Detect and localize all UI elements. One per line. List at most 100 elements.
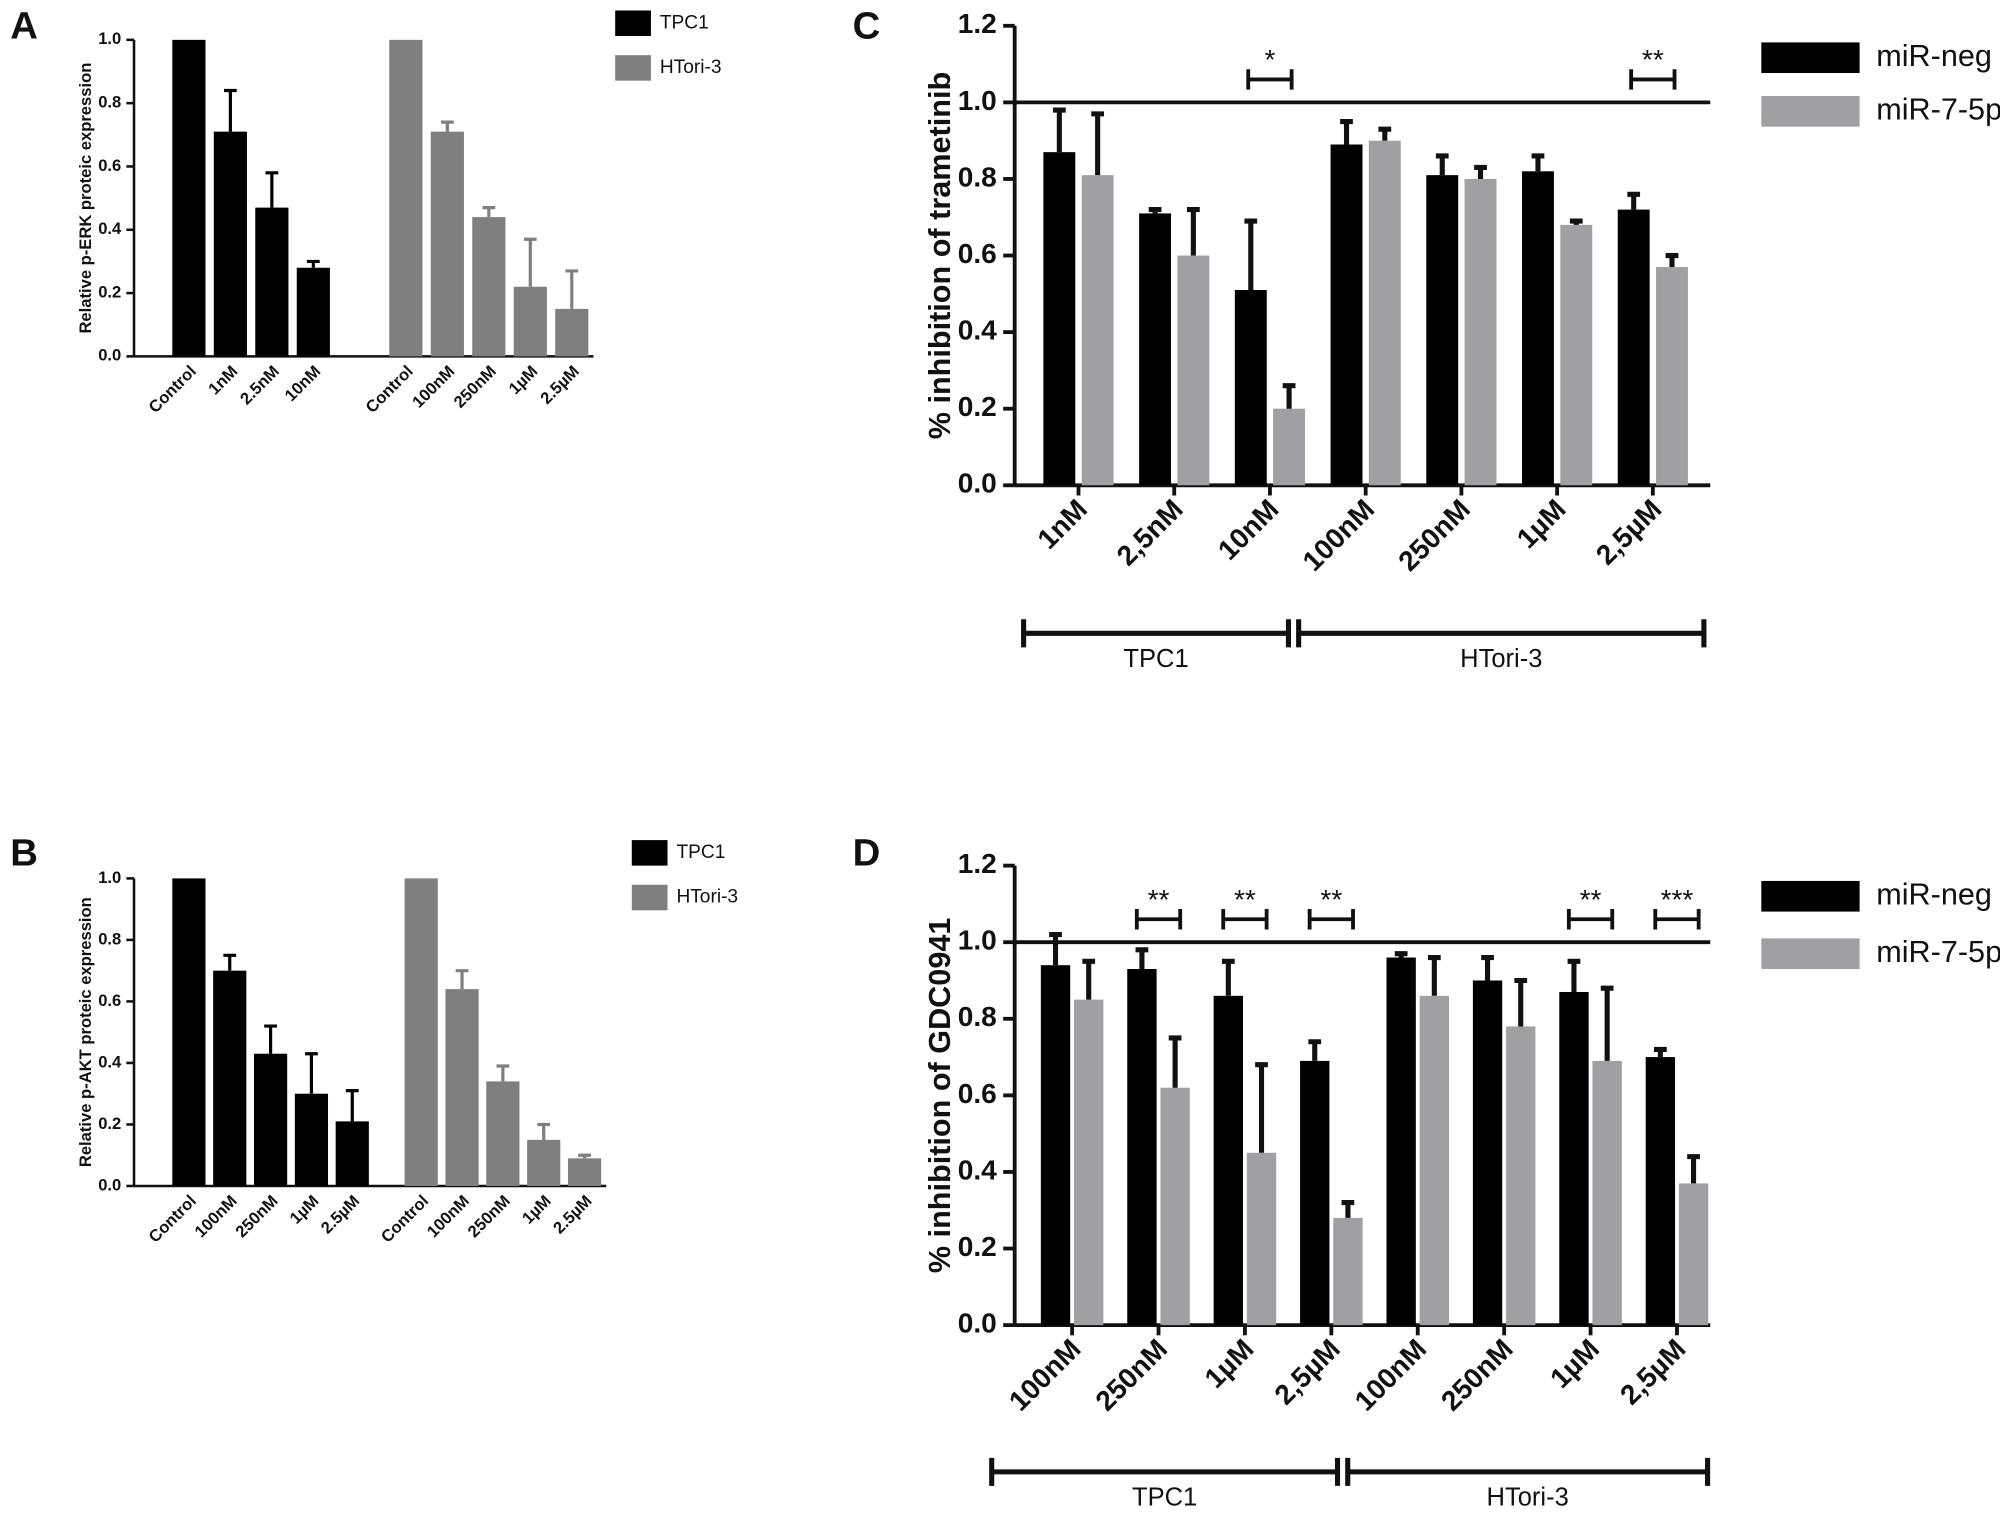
bar [445, 989, 479, 1186]
x-tick-label: 1µM [1544, 1333, 1605, 1394]
error-bar [1427, 954, 1441, 996]
x-tick-label: 2.5nM [236, 362, 283, 409]
x-tick-label: 2,5µM [1614, 1333, 1691, 1410]
error-bar [1186, 207, 1200, 256]
error-bar [1135, 947, 1149, 970]
x-tick-label: 250nM [1435, 1333, 1519, 1417]
significance-bracket [1629, 69, 1677, 90]
error-bar [264, 1024, 277, 1054]
error-bar [1308, 1039, 1322, 1061]
y-tick-label: 1.0 [98, 868, 121, 887]
group-bracket [989, 1457, 1341, 1486]
error-bar [1378, 126, 1392, 141]
error-bar [1435, 153, 1449, 176]
bar [1617, 209, 1650, 486]
bar [1678, 1183, 1709, 1326]
legend-label: TPC1 [676, 842, 725, 863]
panel-label: A [10, 4, 38, 47]
y-tick-label: 0.0 [98, 1175, 121, 1194]
group-label: TPC1 [1123, 645, 1188, 673]
error-bar [1340, 118, 1353, 145]
bar [1656, 267, 1688, 486]
bar [1333, 1217, 1363, 1326]
error-bar [1687, 1154, 1700, 1184]
y-tick-label: 1.0 [958, 925, 997, 956]
bar [1081, 175, 1114, 486]
legend-swatch [615, 55, 651, 81]
error-bar [440, 120, 454, 132]
error-bar [1049, 931, 1062, 966]
bar [1330, 144, 1363, 486]
x-tick-label: Control [377, 1191, 432, 1246]
bar [1472, 980, 1503, 1326]
error-bar [306, 259, 320, 268]
bar [1645, 1057, 1676, 1326]
bar [335, 1121, 369, 1186]
x-tick-label: 2.5µM [317, 1191, 363, 1237]
legend-swatch [615, 10, 651, 37]
y-tick-label: 0.8 [958, 161, 997, 192]
y-tick-label: 0.4 [958, 1154, 997, 1185]
significance-bracket [1246, 69, 1294, 90]
error-bar [1514, 977, 1528, 1027]
x-tick-label: 1µM [518, 1191, 554, 1227]
error-bar [1052, 107, 1066, 153]
error-bar [578, 1153, 591, 1159]
error-bar [265, 171, 279, 208]
bar [296, 267, 330, 357]
error-bar [1221, 958, 1235, 996]
bar [1127, 969, 1157, 1326]
legend-swatch [1761, 96, 1860, 127]
bar [1386, 957, 1416, 1326]
bar [213, 131, 247, 357]
significance-label: ** [1234, 884, 1256, 915]
bar [389, 39, 423, 357]
error-bar [496, 1064, 510, 1082]
bar [1043, 152, 1076, 486]
legend-label: HTori-3 [660, 57, 722, 78]
significance-bracket [1653, 909, 1701, 930]
y-tick-label: 0.4 [98, 219, 122, 238]
bar [294, 1093, 329, 1186]
y-tick-label: 0.2 [98, 1114, 121, 1133]
y-axis-label: Relative p-ERK proteic expression [76, 63, 95, 334]
error-bar [1394, 951, 1408, 958]
error-bar [1244, 218, 1258, 291]
x-tick-label: 250nM [1392, 493, 1476, 577]
legend-swatch [1761, 42, 1860, 74]
y-tick-label: 0.4 [98, 1052, 122, 1071]
error-bar [1341, 1200, 1355, 1218]
bar [472, 217, 506, 357]
group-label: HTori-3 [1460, 645, 1542, 673]
error-bar [305, 1052, 318, 1094]
x-tick-label: 250nM [450, 362, 500, 412]
x-tick-label: 1nM [205, 362, 242, 399]
bar [1300, 1060, 1330, 1326]
bar [1213, 995, 1244, 1326]
legend-label: miR-neg [1876, 877, 1992, 911]
error-bar [223, 953, 237, 971]
y-axis-label: Relative p-AKT proteic expression [76, 897, 95, 1167]
x-tick-label: 1µM [286, 1191, 322, 1227]
error-bar [455, 969, 469, 990]
significance-bracket [1307, 909, 1355, 930]
x-tick-label: 100nM [1349, 1333, 1433, 1417]
x-tick-label: 1nM [1031, 493, 1093, 555]
bar [1040, 965, 1071, 1326]
x-tick-label: 250nM [464, 1191, 514, 1241]
error-bar [565, 269, 579, 309]
significance-bracket [1566, 909, 1615, 930]
y-axis-label: % inhibition of trametinib [923, 72, 957, 439]
legend-label: HTori-3 [676, 887, 738, 908]
y-tick-label: 0.2 [958, 391, 997, 422]
legend-label: miR-7-5p [1876, 92, 2000, 126]
significance-label: ** [1580, 884, 1602, 915]
bar [172, 39, 206, 357]
bar [1419, 995, 1450, 1326]
error-bar [523, 237, 537, 287]
legend-swatch [631, 840, 668, 866]
bar [486, 1081, 520, 1186]
bar [1074, 999, 1104, 1326]
x-tick-label: 100nM [423, 1191, 473, 1241]
